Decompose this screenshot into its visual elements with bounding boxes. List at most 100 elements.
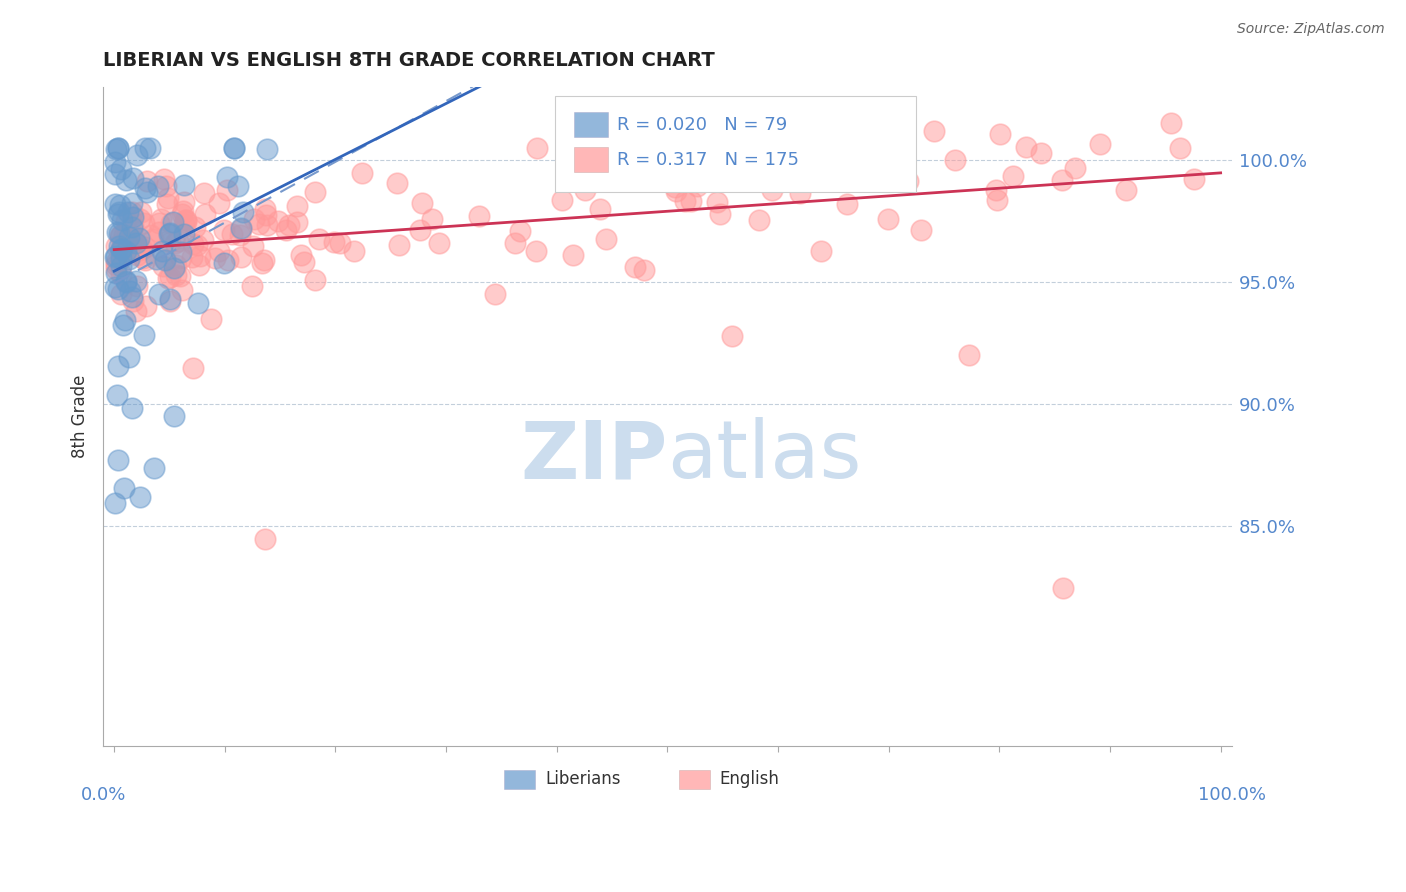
Point xyxy=(117,252,139,267)
Point xyxy=(104,197,127,211)
Point xyxy=(329,235,352,250)
Point xyxy=(1064,161,1087,176)
Point xyxy=(350,165,373,179)
Text: atlas: atlas xyxy=(668,417,862,495)
Point xyxy=(105,258,128,272)
Point xyxy=(800,165,823,179)
Text: R = 0.317   N = 175: R = 0.317 N = 175 xyxy=(617,151,799,169)
Point xyxy=(835,196,858,211)
Point xyxy=(107,453,129,467)
Point xyxy=(166,234,188,248)
Point xyxy=(122,170,145,185)
Point xyxy=(1052,581,1074,595)
Point xyxy=(129,205,152,219)
Point xyxy=(183,220,205,235)
Point xyxy=(988,128,1011,142)
Point xyxy=(162,215,184,229)
Point xyxy=(153,252,176,266)
Point xyxy=(172,207,194,221)
Point xyxy=(136,174,159,188)
Point xyxy=(761,183,783,197)
Point xyxy=(194,207,217,221)
Point xyxy=(709,207,731,221)
Point xyxy=(121,294,143,309)
Point xyxy=(122,234,145,248)
Point xyxy=(665,184,688,198)
Point xyxy=(132,328,155,343)
Text: R = 0.020   N = 79: R = 0.020 N = 79 xyxy=(617,116,787,134)
Point xyxy=(148,286,170,301)
Point xyxy=(1001,169,1024,183)
Point xyxy=(256,219,278,233)
Point xyxy=(174,213,197,227)
Point xyxy=(229,228,252,243)
Point xyxy=(127,279,149,293)
Point xyxy=(145,252,167,266)
Point xyxy=(267,213,290,227)
Point xyxy=(427,235,450,250)
Point xyxy=(883,116,905,130)
Text: ZIP: ZIP xyxy=(520,417,668,495)
Point xyxy=(132,216,155,230)
Point xyxy=(222,140,245,154)
Point xyxy=(107,359,129,374)
Point xyxy=(1015,140,1038,154)
Text: Source: ZipAtlas.com: Source: ZipAtlas.com xyxy=(1237,22,1385,37)
Point xyxy=(157,191,180,205)
Point xyxy=(589,202,612,217)
Point xyxy=(105,262,128,277)
Point xyxy=(686,178,709,193)
Point xyxy=(186,238,208,252)
Point xyxy=(112,228,135,243)
Point xyxy=(304,186,326,200)
Point xyxy=(323,235,346,250)
Point xyxy=(131,243,153,257)
Point xyxy=(721,328,744,343)
Point xyxy=(165,268,187,283)
Point xyxy=(132,251,155,265)
Point xyxy=(420,211,443,226)
Point xyxy=(110,287,132,301)
Point xyxy=(107,282,129,296)
Point xyxy=(129,212,152,227)
Point xyxy=(176,215,198,229)
Point xyxy=(153,172,176,186)
Point xyxy=(181,236,204,251)
Point xyxy=(837,147,859,161)
Point xyxy=(110,243,132,257)
Point xyxy=(785,157,807,171)
Point xyxy=(706,195,728,210)
Point xyxy=(104,142,127,156)
Point xyxy=(173,217,195,231)
Point xyxy=(524,244,547,258)
Point xyxy=(673,194,696,208)
Point xyxy=(104,280,127,294)
Point xyxy=(159,270,181,285)
Point xyxy=(115,228,138,243)
Point xyxy=(135,300,157,314)
Point xyxy=(945,153,967,168)
Point xyxy=(141,228,163,243)
Point xyxy=(148,225,170,239)
Point xyxy=(121,211,143,225)
Point xyxy=(105,239,128,253)
Point xyxy=(247,217,270,231)
Point xyxy=(652,148,675,162)
Point xyxy=(125,304,148,318)
Point xyxy=(1160,116,1182,130)
Point xyxy=(242,212,264,227)
Point xyxy=(634,153,657,168)
Point xyxy=(208,196,231,211)
Point xyxy=(242,279,264,293)
Point xyxy=(388,238,411,252)
Point xyxy=(118,350,141,364)
Point xyxy=(484,287,506,301)
Point xyxy=(111,242,134,256)
Point xyxy=(173,227,195,242)
FancyBboxPatch shape xyxy=(503,770,536,789)
Point xyxy=(254,532,277,546)
Point xyxy=(813,147,835,161)
Point xyxy=(664,180,686,194)
Point xyxy=(910,223,932,237)
Point xyxy=(112,318,135,332)
